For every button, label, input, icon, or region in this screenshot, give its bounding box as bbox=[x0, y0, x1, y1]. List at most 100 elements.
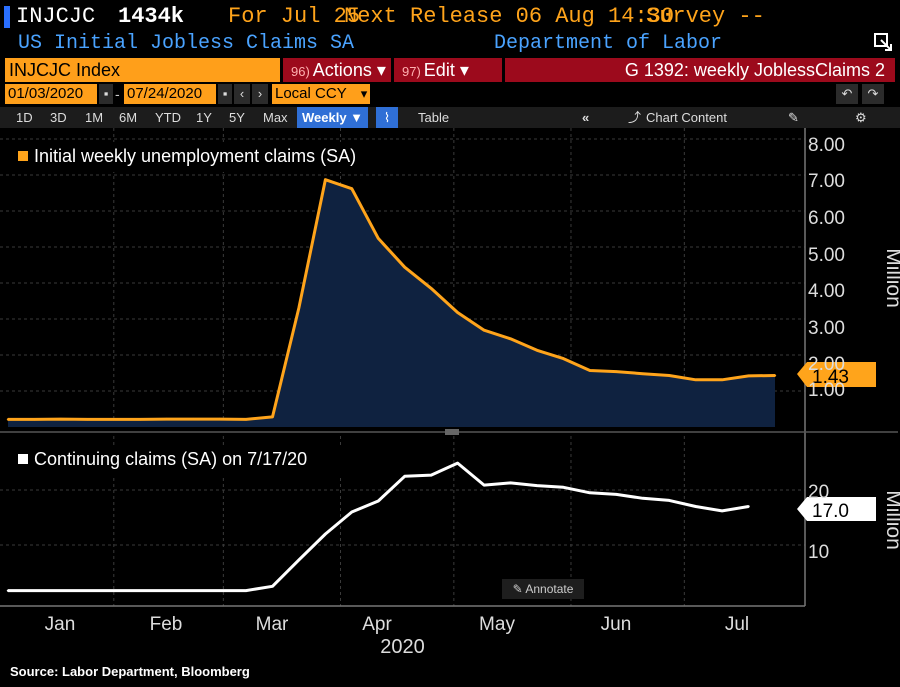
continuing-claims-point[interactable] bbox=[588, 491, 592, 494]
initial-claims-point[interactable] bbox=[59, 417, 63, 421]
actions-button[interactable]: 96) Actions ▾ bbox=[283, 58, 391, 82]
continuing-claims-point[interactable] bbox=[509, 481, 512, 485]
period-1d[interactable]: 1D bbox=[16, 110, 33, 125]
continuing-claims-point[interactable] bbox=[350, 510, 354, 514]
continuing-claims-point[interactable] bbox=[720, 509, 724, 513]
initial-claims-point[interactable] bbox=[86, 418, 89, 421]
edit-chart-icon[interactable]: ✎ bbox=[788, 110, 799, 125]
continuing-claims-point[interactable] bbox=[86, 589, 89, 592]
graph-label[interactable]: G 1392: weekly JoblessClaims 2 bbox=[505, 58, 895, 82]
continuing-claims-point[interactable] bbox=[535, 484, 539, 487]
continuing-claims-point[interactable] bbox=[615, 493, 618, 496]
period-5y[interactable]: 5Y bbox=[229, 110, 245, 125]
initial-claims-point[interactable] bbox=[720, 378, 724, 382]
initial-claims-point[interactable] bbox=[297, 306, 301, 310]
continuing-claims-point[interactable] bbox=[747, 505, 750, 508]
continuing-claims-point[interactable] bbox=[482, 483, 486, 487]
continuing-claims-point[interactable] bbox=[641, 497, 644, 500]
table-button[interactable]: Table bbox=[418, 110, 450, 125]
initial-claims-point[interactable] bbox=[429, 287, 433, 290]
continuing-claims-point[interactable] bbox=[377, 499, 380, 503]
chart-content-button[interactable]: Chart Content bbox=[646, 110, 727, 125]
initial-claims-point[interactable] bbox=[350, 187, 354, 190]
initial-claims-point[interactable] bbox=[482, 328, 486, 332]
edit-button[interactable]: 97) Edit ▾ bbox=[394, 58, 502, 82]
initial-claims-point[interactable] bbox=[641, 372, 644, 375]
initial-claims-point[interactable] bbox=[747, 374, 750, 378]
continuing-claims-point[interactable] bbox=[324, 532, 327, 536]
continuing-claims-point[interactable] bbox=[668, 499, 671, 502]
redo-button[interactable]: ↷ bbox=[862, 84, 884, 104]
continuing-claims-point[interactable] bbox=[33, 589, 36, 592]
continuing-claims-point[interactable] bbox=[297, 558, 301, 562]
period-1y[interactable]: 1Y bbox=[196, 110, 212, 125]
period-max[interactable]: Max bbox=[263, 110, 288, 125]
continuing-claims-point[interactable] bbox=[694, 505, 697, 508]
initial-claims-point[interactable] bbox=[535, 349, 539, 352]
x-tick-jul: Jul bbox=[725, 614, 749, 635]
initial-claims-callout bbox=[797, 362, 876, 387]
initial-claims-point[interactable] bbox=[615, 370, 618, 373]
index-field[interactable]: INJCJC Index bbox=[5, 58, 280, 82]
date-to-input[interactable]: 07/24/2020 bbox=[124, 84, 216, 104]
initial-claims-point[interactable] bbox=[588, 369, 592, 372]
period-6m[interactable]: 6M bbox=[119, 110, 138, 125]
frequency-select[interactable]: Weekly ▼ bbox=[297, 107, 369, 128]
continuing-claims-point[interactable] bbox=[112, 589, 115, 592]
continuing-claims-point[interactable] bbox=[6, 589, 10, 592]
initial-claims-point[interactable] bbox=[165, 417, 168, 421]
line-chart-icon[interactable]: ⌇ bbox=[376, 107, 398, 128]
continuing-claims-point[interactable] bbox=[456, 461, 459, 465]
initial-claims-point[interactable] bbox=[509, 337, 512, 340]
panel-resize-handle[interactable] bbox=[445, 429, 459, 435]
period-toolbar: 1D 3D 1M 6M YTD 1Y 5Y Max Weekly ▼ ⌇ Tab… bbox=[0, 107, 900, 128]
continuing-claims-point[interactable] bbox=[59, 589, 63, 592]
next-arrow-icon[interactable]: › bbox=[252, 84, 268, 104]
continuing-claims-point[interactable] bbox=[429, 473, 433, 477]
undo-button[interactable]: ↶ bbox=[836, 84, 858, 104]
initial-claims-point[interactable] bbox=[403, 265, 406, 269]
ticker[interactable]: INJCJC bbox=[16, 4, 96, 29]
initial-claims-point[interactable] bbox=[112, 418, 115, 421]
security-marker bbox=[4, 6, 10, 28]
continuing-claims-point[interactable] bbox=[191, 589, 195, 592]
initial-claims-point[interactable] bbox=[456, 311, 459, 314]
chart-content-icon[interactable]: ⤴ bbox=[628, 110, 642, 125]
date-from-input[interactable]: 01/03/2020 bbox=[5, 84, 97, 104]
currency-select[interactable]: Local CCY bbox=[272, 84, 358, 104]
initial-claims-point[interactable] bbox=[271, 415, 274, 419]
period-3d[interactable]: 3D bbox=[50, 110, 67, 125]
continuing-claims-point[interactable] bbox=[139, 589, 142, 592]
legend-white-swatch bbox=[18, 454, 28, 464]
calendar-from-icon[interactable]: ▪ bbox=[99, 84, 113, 104]
expand-icon[interactable] bbox=[873, 32, 893, 52]
settings-gear-icon[interactable]: ⚙ bbox=[855, 110, 867, 125]
collapse-icon[interactable]: « bbox=[582, 110, 590, 125]
prev-arrow-icon[interactable]: ‹ bbox=[234, 84, 250, 104]
initial-claims-point[interactable] bbox=[773, 374, 777, 377]
continuing-claims-point[interactable] bbox=[218, 589, 221, 592]
y-tick-3: 3.00 bbox=[808, 318, 845, 339]
initial-claims-point[interactable] bbox=[324, 178, 327, 181]
initial-claims-point[interactable] bbox=[6, 418, 10, 421]
continuing-claims-point[interactable] bbox=[562, 486, 565, 489]
calendar-to-icon[interactable]: ▪ bbox=[218, 84, 232, 104]
period-1m[interactable]: 1M bbox=[85, 110, 104, 125]
initial-claims-point[interactable] bbox=[218, 417, 221, 421]
period-ytd[interactable]: YTD bbox=[155, 110, 181, 125]
continuing-claims-point[interactable] bbox=[165, 589, 168, 592]
continuing-claims-point[interactable] bbox=[403, 475, 406, 478]
initial-claims-point[interactable] bbox=[139, 418, 142, 421]
initial-claims-point[interactable] bbox=[33, 418, 36, 421]
annotate-button[interactable]: ✎ Annotate bbox=[502, 579, 584, 599]
currency-dropdown-icon[interactable]: ▾ bbox=[358, 84, 370, 104]
initial-claims-point[interactable] bbox=[668, 374, 671, 377]
continuing-claims-point[interactable] bbox=[271, 585, 274, 588]
initial-claims-point[interactable] bbox=[694, 378, 697, 382]
initial-claims-point[interactable] bbox=[562, 357, 565, 360]
legend-continuing-claims: Continuing claims (SA) on 7/17/20 bbox=[8, 445, 378, 475]
initial-claims-point[interactable] bbox=[191, 417, 195, 421]
initial-claims-point[interactable] bbox=[377, 237, 380, 240]
initial-claims-point[interactable] bbox=[244, 418, 248, 421]
continuing-claims-point[interactable] bbox=[244, 589, 248, 592]
